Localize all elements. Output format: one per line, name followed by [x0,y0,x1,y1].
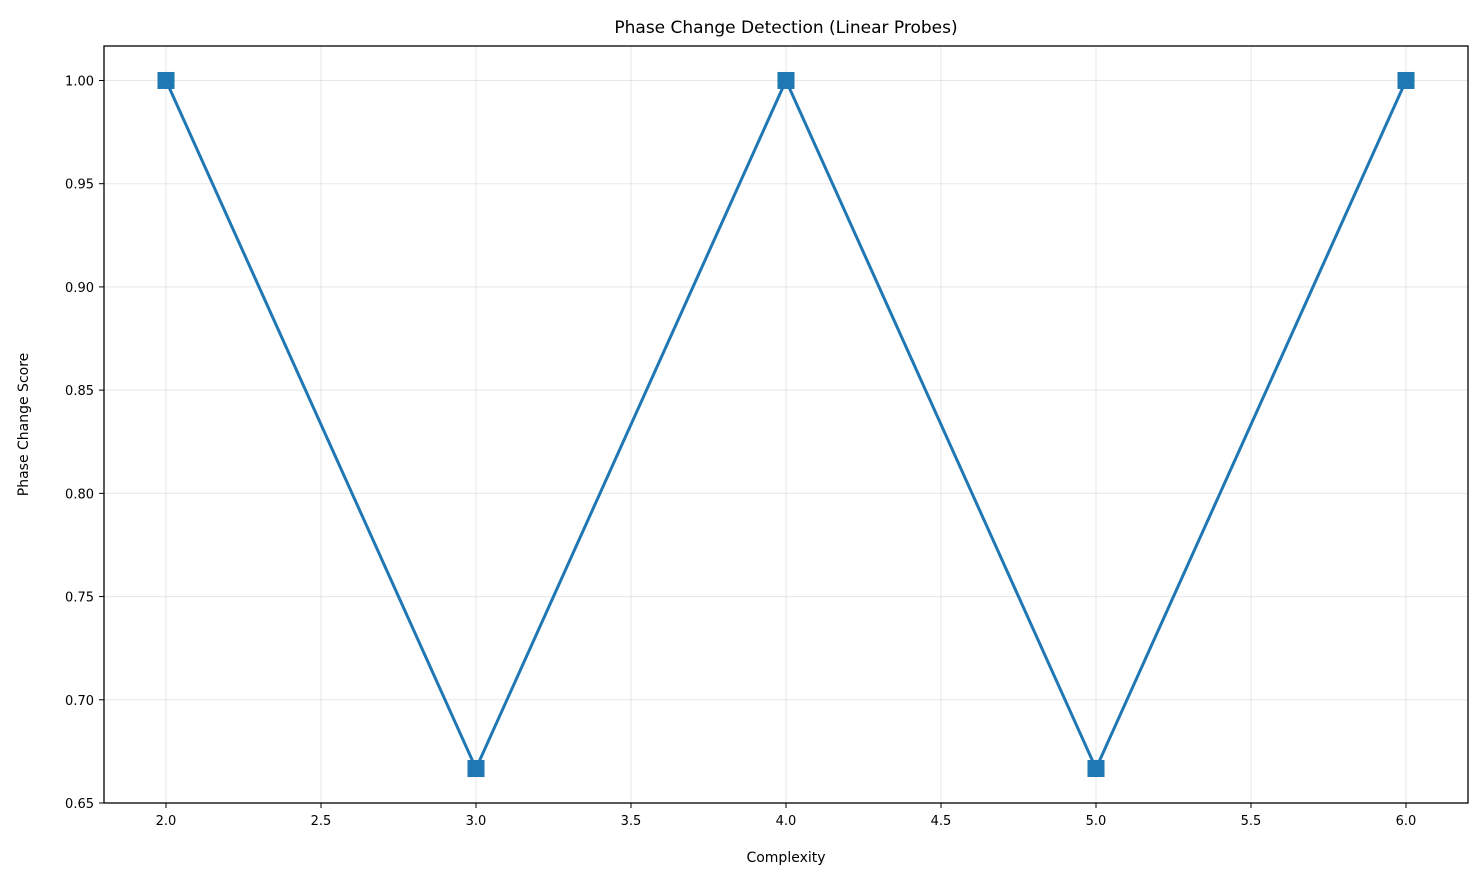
data-point-marker [157,71,175,89]
x-tick-label: 2.5 [311,814,332,829]
data-point-marker [1087,760,1105,778]
y-tick-label: 1.00 [65,74,94,89]
y-tick-label: 0.95 [65,178,94,193]
x-axis-label: Complexity [746,850,825,866]
series-layer [157,71,1415,778]
y-tick-label: 0.85 [65,384,94,399]
y-tick-label: 0.70 [65,694,94,709]
y-tick-label: 0.65 [65,797,94,812]
x-tick-label: 3.0 [466,814,487,829]
y-tick-label: 0.75 [65,591,94,606]
x-tick-label: 5.0 [1086,814,1107,829]
x-tick-label: 4.0 [776,814,797,829]
x-tick-label: 2.0 [156,814,177,829]
chart-title: Phase Change Detection (Linear Probes) [614,18,957,38]
y-axis-label: Phase Change Score [16,353,32,497]
x-tick-label: 5.5 [1241,814,1262,829]
data-point-marker [467,760,485,778]
ticks: 2.0 2.5 3.0 3.5 4.0 4.5 5.0 5.5 6.0 0.65 0.70 0.75 0… [65,74,1416,829]
data-point-marker [1397,71,1415,89]
x-tick-label: 6.0 [1396,814,1417,829]
x-tick-label: 3.5 [621,814,642,829]
y-tick-label: 0.90 [65,281,94,296]
grid [104,46,1468,804]
y-tick-label: 0.80 [65,487,94,502]
x-tick-label: 4.5 [931,814,952,829]
data-point-marker [777,71,795,89]
